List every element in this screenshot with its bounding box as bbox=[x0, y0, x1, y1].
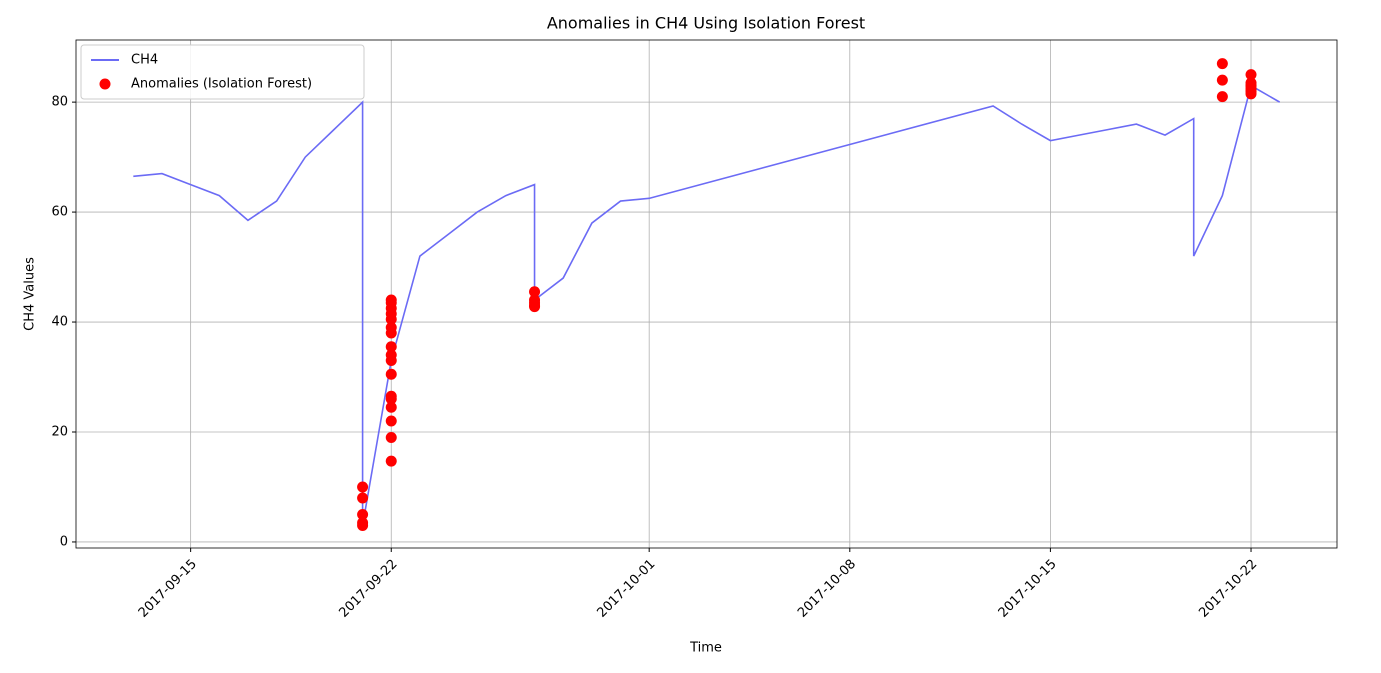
anomaly-point bbox=[357, 481, 369, 493]
x-tick-label: 2017-10-08 bbox=[795, 557, 859, 621]
legend-box bbox=[80, 44, 365, 100]
anomaly-point bbox=[357, 508, 369, 520]
x-tick-label: 2017-09-22 bbox=[337, 557, 401, 621]
chart-title: Anomalies in CH4 Using Isolation Forest bbox=[547, 14, 865, 33]
legend-label: CH4 bbox=[131, 53, 158, 68]
anomaly-point bbox=[385, 431, 397, 443]
x-axis-label: Time bbox=[689, 641, 722, 656]
y-axis-label: CH4 Values bbox=[23, 257, 38, 331]
x-tick-label: 2017-09-15 bbox=[136, 557, 200, 621]
anomaly-point bbox=[1245, 85, 1257, 97]
anomaly-point bbox=[385, 341, 397, 353]
anomaly-point bbox=[385, 349, 397, 361]
plot-frame bbox=[75, 39, 1338, 549]
anomaly-point bbox=[385, 322, 397, 334]
legend-marker bbox=[99, 78, 111, 90]
y-tick-label: 20 bbox=[51, 424, 68, 439]
anomaly-point bbox=[385, 368, 397, 380]
anomaly-point bbox=[1245, 69, 1257, 81]
anomaly-point bbox=[357, 519, 369, 531]
y-tick-label: 0 bbox=[60, 534, 68, 549]
anomaly-point bbox=[1216, 91, 1228, 103]
anomaly-point bbox=[385, 401, 397, 413]
anomaly-point bbox=[1216, 74, 1228, 86]
anomaly-point bbox=[529, 294, 541, 306]
ch4-line bbox=[133, 84, 1281, 526]
anomaly-point bbox=[1216, 58, 1228, 70]
x-tick-label: 2017-10-22 bbox=[1196, 557, 1260, 621]
x-tick-label: 2017-10-15 bbox=[996, 557, 1060, 621]
y-tick-label: 60 bbox=[51, 205, 68, 220]
y-tick-label: 40 bbox=[51, 315, 68, 330]
anomaly-point bbox=[385, 415, 397, 427]
legend-label: Anomalies (Isolation Forest) bbox=[131, 77, 312, 92]
anomaly-point bbox=[357, 492, 369, 504]
anomaly-point bbox=[529, 286, 541, 298]
anomaly-point bbox=[385, 455, 397, 467]
anomaly-point bbox=[385, 294, 397, 306]
x-tick-label: 2017-10-01 bbox=[594, 557, 658, 621]
y-tick-label: 80 bbox=[51, 95, 68, 110]
anomaly-point bbox=[385, 390, 397, 402]
